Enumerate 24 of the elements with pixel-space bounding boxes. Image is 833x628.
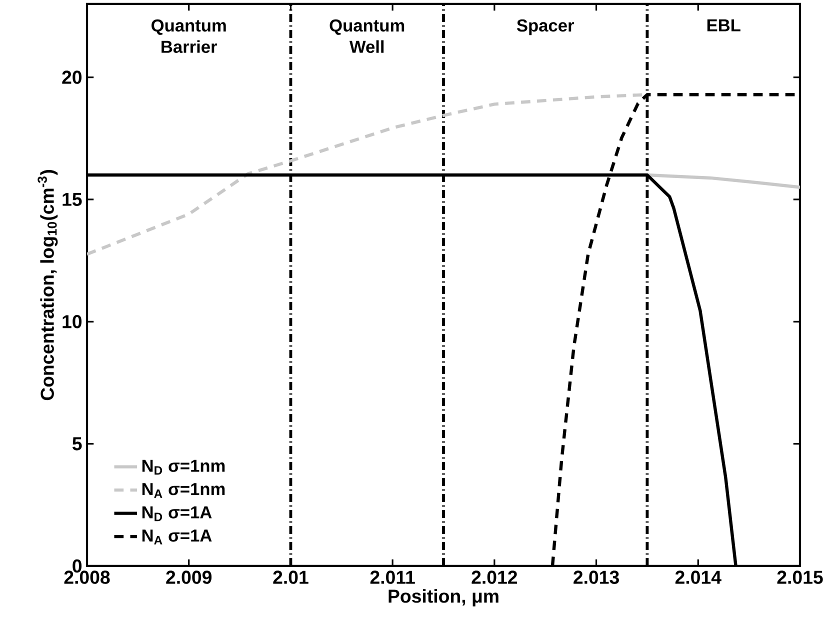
- annotation: Quantum Barrier: [152, 19, 226, 53]
- y-tick-label: 5: [72, 437, 82, 450]
- legend-label: N$_{D}$ σ=1nm: [142, 460, 225, 475]
- annotation: Spacer: [516, 19, 574, 36]
- y-tick-label: 20: [62, 70, 82, 84]
- x-tick-label: 2.013: [574, 570, 619, 584]
- line-series: [646, 173, 800, 189]
- annotation: Quantum Well: [330, 19, 404, 53]
- x-tick-label: 2.012: [472, 570, 518, 584]
- y-axis-title: Concentration, log$_{10}$(cm$^{-3}$): [38, 170, 58, 400]
- x-tick-label: 2.008: [64, 570, 110, 584]
- legend-label: N$_{A}$ σ=1A: [142, 530, 212, 544]
- x-tick-label: 2.01: [273, 570, 308, 584]
- x-tick-label: 2.014: [675, 570, 722, 584]
- y-tick-label: 15: [62, 192, 82, 206]
- y-tick-label: 0: [72, 559, 82, 573]
- legend-label: N$_{D}$ σ=1A: [142, 506, 212, 522]
- x-tick-label: 2.009: [166, 570, 212, 584]
- y-tick-label: 10: [62, 315, 82, 328]
- x-tick-label: 2.015: [777, 570, 823, 584]
- annotation: EBL: [707, 19, 740, 32]
- legend-label: N$_{A}$ σ=1nm: [142, 483, 225, 498]
- x-tick-label: 2.011: [370, 570, 415, 584]
- x-axis-title: Position, μm: [388, 589, 498, 606]
